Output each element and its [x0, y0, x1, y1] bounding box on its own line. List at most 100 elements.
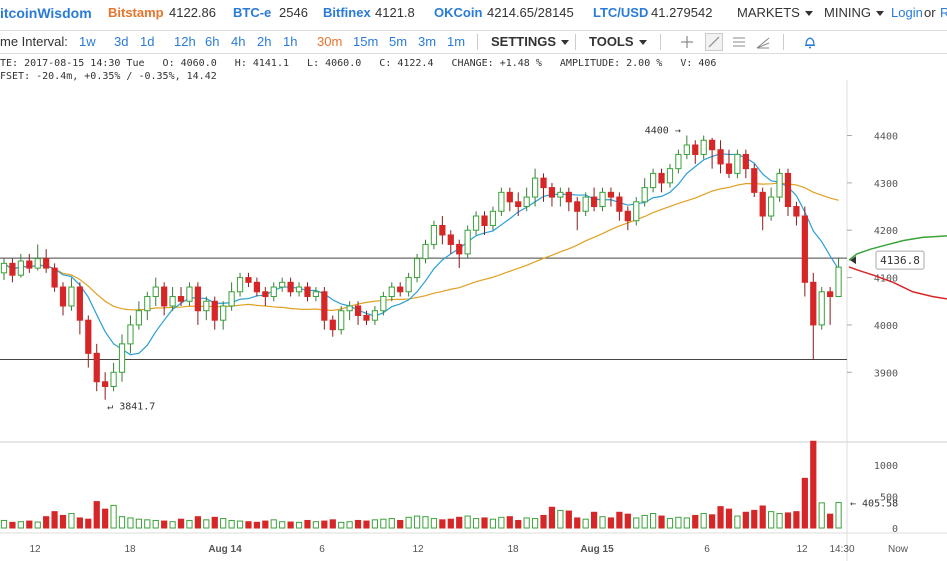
site-logo[interactable]: itcoinWisdom — [0, 5, 92, 21]
candle-down — [161, 286, 168, 307]
volume-bar — [211, 516, 218, 529]
volume-bar — [118, 516, 126, 529]
markets-menu[interactable]: MARKETS — [737, 5, 813, 20]
market-btce-link[interactable]: BTC-e — [233, 5, 272, 20]
interval-4h[interactable]: 4h — [231, 34, 246, 49]
interval-1m[interactable]: 1m — [447, 34, 466, 49]
volume-bar — [76, 517, 83, 529]
time-tick-label: 12 — [412, 544, 424, 555]
volume-bar — [607, 517, 615, 529]
interval-2h[interactable]: 2h — [257, 34, 272, 49]
volume-bar — [144, 519, 151, 529]
depth-bid-curve — [848, 235, 947, 261]
interval-5m[interactable]: 5m — [389, 34, 408, 49]
volume-bar — [447, 518, 454, 529]
volume-bar — [338, 521, 345, 529]
volume-bar — [498, 516, 505, 529]
candle-up — [582, 196, 589, 212]
volume-bar — [295, 521, 303, 529]
candle-down — [540, 177, 547, 189]
chevron-down-icon — [804, 11, 813, 17]
candle-up — [683, 144, 690, 155]
candle-up — [380, 296, 387, 312]
volume-bar — [590, 511, 598, 529]
volume-bar — [304, 519, 311, 529]
volume-bar — [523, 517, 530, 529]
candle-down — [725, 163, 733, 174]
chevron-down-icon — [561, 40, 570, 46]
price-tick-label: 4400 — [874, 132, 898, 143]
candle-up — [557, 191, 564, 198]
fan-icon[interactable] — [756, 35, 770, 49]
volume-bar — [203, 519, 210, 529]
candle-up — [279, 281, 286, 288]
candle-up — [768, 196, 775, 217]
volume-bar — [85, 518, 92, 529]
candle-down — [354, 305, 362, 316]
volume-bar — [515, 519, 522, 529]
candle-down — [329, 319, 336, 331]
candle-up — [0, 262, 8, 274]
candle-up — [413, 258, 421, 279]
register-link[interactable]: R — [940, 5, 947, 20]
interval-3d[interactable]: 3d — [114, 34, 129, 49]
candle-down — [793, 206, 800, 217]
volume-bar — [810, 440, 817, 529]
candle-down — [397, 286, 404, 293]
settings-menu[interactable]: SETTINGS — [491, 34, 570, 49]
last-price-pointer — [850, 256, 856, 265]
candle-up — [599, 191, 606, 208]
time-interval-label: me Interval: — [0, 34, 68, 49]
candle-up — [34, 258, 41, 269]
candle-up — [203, 300, 210, 312]
volume-bar — [649, 513, 657, 529]
candle-down — [827, 291, 834, 298]
candle-down — [751, 168, 758, 193]
interval-15m[interactable]: 15m — [353, 34, 379, 49]
interval-12h[interactable]: 12h — [174, 34, 196, 49]
candle-up — [835, 266, 842, 298]
depth-ask-curve — [848, 266, 947, 300]
interval-3m[interactable]: 3m — [418, 34, 437, 49]
alert-bell-icon[interactable] — [803, 35, 817, 49]
volume-bar — [152, 519, 159, 529]
candle-up — [675, 153, 682, 170]
volume-bar — [506, 516, 513, 529]
volume-bar — [279, 521, 286, 529]
candle-down — [759, 191, 766, 217]
mining-menu[interactable]: MINING — [824, 5, 884, 20]
time-tick-label: 6 — [319, 544, 325, 555]
interval-1w[interactable]: 1w — [79, 34, 96, 49]
volume-bar — [717, 506, 724, 529]
candle-down — [177, 296, 185, 302]
interval-1h[interactable]: 1h — [283, 34, 298, 49]
candle-down — [590, 196, 598, 208]
candle-down — [439, 224, 446, 236]
market-bitstamp-price: 4122.86 — [169, 5, 216, 20]
market-bitfinex-link[interactable]: Bitfinex — [323, 5, 371, 20]
market-bitfinex-price: 4121.8 — [375, 5, 415, 20]
interval-1d[interactable]: 1d — [140, 34, 155, 49]
candle-down — [26, 260, 33, 269]
volume-bar — [776, 513, 783, 529]
crosshair-icon[interactable] — [680, 35, 694, 49]
candle-up — [734, 153, 741, 174]
candle-down — [59, 286, 67, 307]
price-tick-label: 4000 — [874, 321, 898, 332]
volume-bar — [287, 521, 294, 529]
horizontal-lines-icon[interactable] — [732, 35, 746, 49]
volume-bar — [683, 517, 690, 529]
market-bitstamp-link[interactable]: Bitstamp — [108, 5, 164, 20]
login-link[interactable]: Login — [891, 5, 923, 20]
market-okcoin-link[interactable]: OKCoin — [434, 5, 483, 20]
volume-bar — [93, 501, 100, 529]
tools-menu[interactable]: TOOLS — [589, 34, 647, 49]
volume-bar — [135, 518, 142, 529]
market-ltcusd-link[interactable]: LTC/USD — [593, 5, 649, 20]
candle-up — [489, 210, 497, 226]
interval-6h[interactable]: 6h — [205, 34, 220, 49]
trendline-icon[interactable] — [705, 33, 723, 51]
candle-down — [607, 191, 615, 198]
interval-30m[interactable]: 30m — [317, 34, 343, 49]
